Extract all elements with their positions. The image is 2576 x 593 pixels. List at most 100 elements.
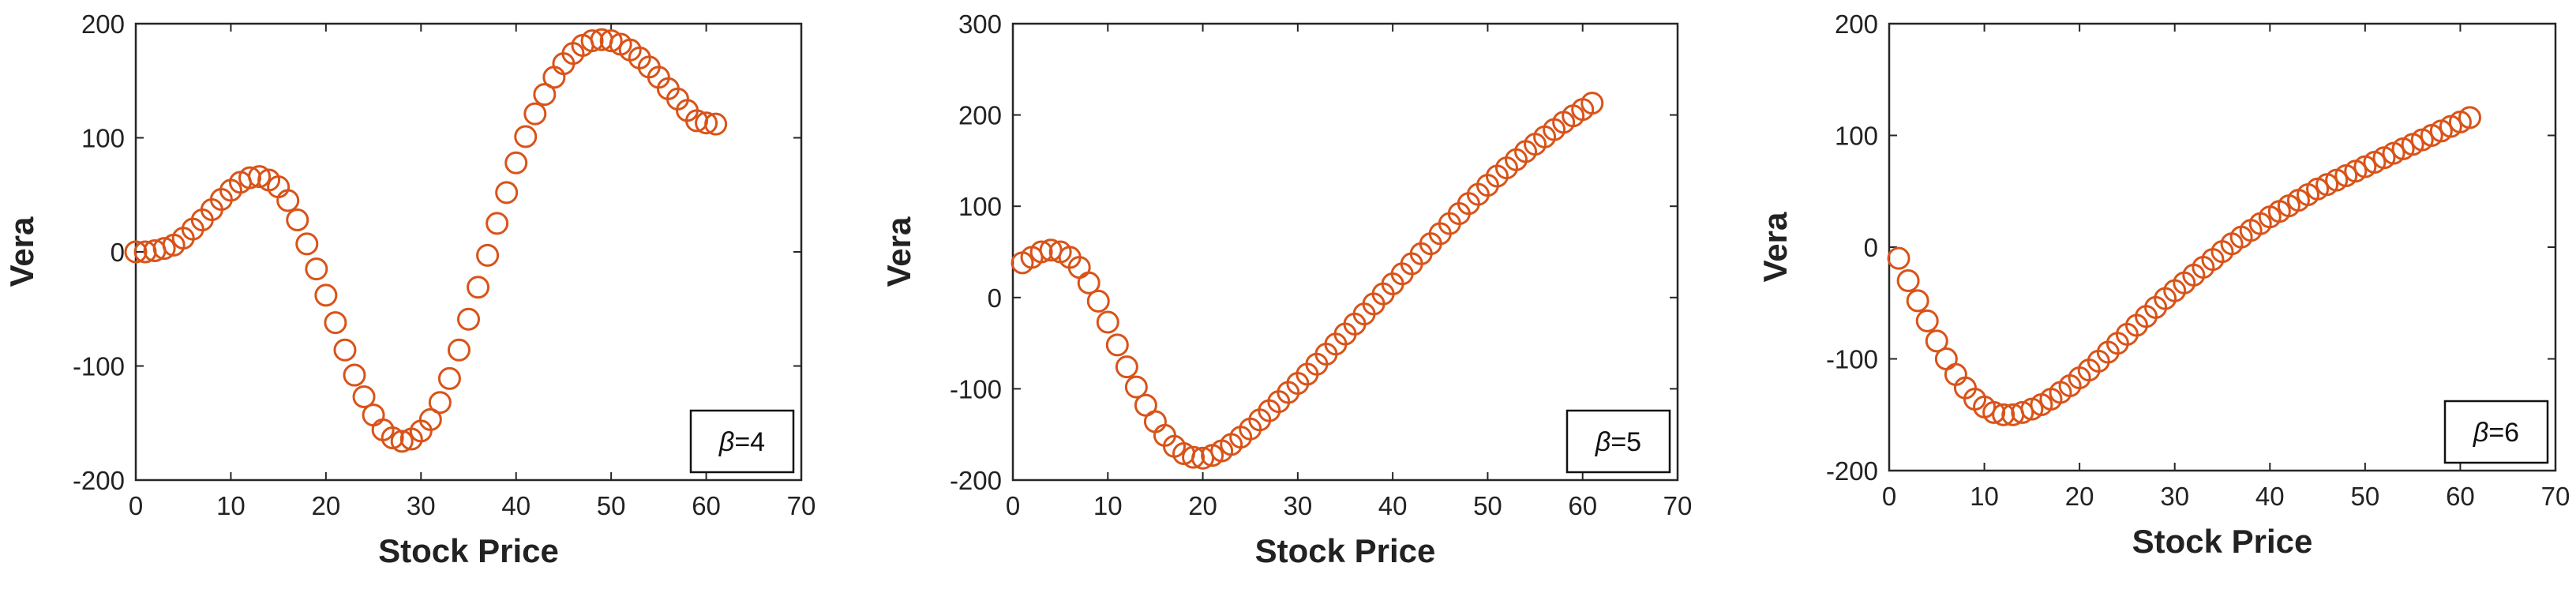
data-series <box>1887 106 2481 426</box>
data-point <box>1925 329 1948 353</box>
y-axis-label: Vera <box>880 216 917 287</box>
x-tick-label: 70 <box>2541 482 2570 511</box>
x-axis-label: Stock Price <box>378 532 559 569</box>
x-tick-label: 10 <box>1970 482 1999 511</box>
data-point <box>467 276 490 299</box>
legend: β=5 <box>1565 409 1671 474</box>
data-point <box>447 338 471 362</box>
x-tick-label: 50 <box>1473 491 1502 520</box>
y-axis-label: Vera <box>3 216 40 287</box>
x-tick-label: 40 <box>2255 482 2285 511</box>
y-tick-label: -200 <box>73 466 125 495</box>
data-point <box>1029 240 1053 264</box>
legend-beta-value: =6 <box>2488 418 2519 448</box>
data-point <box>1992 403 2015 426</box>
x-tick-label: 60 <box>1568 491 1597 520</box>
y-tick-label: 200 <box>81 9 125 39</box>
data-point <box>333 338 357 362</box>
data-point <box>324 311 347 335</box>
data-point <box>704 112 728 136</box>
x-axis-label: Stock Price <box>1255 532 1436 569</box>
data-point <box>495 181 519 205</box>
legend-box <box>689 409 795 474</box>
data-point <box>1086 289 1110 313</box>
data-point <box>1077 271 1101 295</box>
data-point <box>1182 445 1206 469</box>
x-tick-label: 20 <box>2065 482 2094 511</box>
y-tick-label: 200 <box>958 101 1002 130</box>
legend-box <box>2443 400 2549 464</box>
legend-beta-value: =4 <box>734 427 765 457</box>
y-tick-label: 300 <box>958 9 1002 39</box>
data-point <box>1105 333 1129 357</box>
x-tick-label: 40 <box>1378 491 1408 520</box>
x-tick-label: 0 <box>129 491 143 520</box>
legend-beta-symbol: β <box>718 427 734 457</box>
data-point <box>418 407 442 431</box>
data-point <box>599 29 623 53</box>
legend-beta-symbol: β <box>2473 418 2488 448</box>
legend: β=4 <box>689 409 795 474</box>
y-tick-label: -100 <box>73 352 125 381</box>
x-tick-label: 20 <box>1188 491 1217 520</box>
data-point <box>523 102 547 126</box>
data-point <box>1915 309 1939 332</box>
chart-panel-1: 0 10 20 30 40 50 60 70 -200 -100 0 100 200 Stock Pric… <box>3 9 816 569</box>
plot-area <box>1011 22 1679 482</box>
data-series <box>124 28 728 453</box>
data-point <box>286 208 309 232</box>
x-tick-label: 30 <box>2160 482 2189 511</box>
data-point <box>1115 355 1138 379</box>
y-tick-label: -100 <box>1826 345 1878 374</box>
x-tick-label: 30 <box>407 491 436 520</box>
x-tick-label: 30 <box>1283 491 1312 520</box>
y-tick-label: 200 <box>1835 9 1878 39</box>
data-point <box>1906 289 1929 313</box>
legend-beta-value: =5 <box>1610 427 1641 457</box>
data-point <box>514 125 538 148</box>
data-point <box>390 430 414 453</box>
chart-panel-2: 0 10 20 30 40 50 60 70 -200 -100 0 100 200 300 Stock P… <box>880 9 1692 569</box>
y-tick-label: 0 <box>1864 233 1878 262</box>
data-point <box>276 189 300 212</box>
data-point <box>2458 106 2481 129</box>
data-point <box>1096 310 1119 334</box>
data-point <box>238 166 262 190</box>
data-point <box>486 212 509 235</box>
data-point <box>504 151 528 175</box>
data-point <box>305 257 328 281</box>
legend-beta-symbol: β <box>1595 427 1610 457</box>
data-point <box>580 29 604 53</box>
data-point <box>428 391 452 415</box>
data-point <box>124 240 148 264</box>
y-axis-label: Vera <box>1757 212 1794 282</box>
data-point <box>695 111 718 135</box>
x-tick-label: 50 <box>2350 482 2379 511</box>
data-point <box>314 283 338 307</box>
x-tick-label: 70 <box>1663 491 1693 520</box>
data-point <box>1580 92 1604 115</box>
y-tick-label: -200 <box>950 466 1002 495</box>
data-point <box>343 363 366 387</box>
data-point <box>533 83 557 107</box>
data-series <box>1011 92 1604 470</box>
x-tick-label: 10 <box>1093 491 1123 520</box>
x-tick-label: 70 <box>787 491 816 520</box>
legend-label: β=4 <box>718 427 765 457</box>
y-tick-label: -100 <box>950 374 1002 403</box>
y-tick-label: 100 <box>81 124 125 153</box>
data-point <box>437 366 461 390</box>
x-axis-label: Stock Price <box>2132 523 2313 560</box>
legend-label: β=5 <box>1595 427 1641 457</box>
data-point <box>152 237 176 261</box>
x-tick-label: 50 <box>597 491 626 520</box>
x-tick-label: 60 <box>2446 482 2475 511</box>
data-point <box>295 232 319 256</box>
data-point <box>1887 246 1910 270</box>
data-point <box>352 385 376 409</box>
legend-label: β=6 <box>2473 418 2519 448</box>
x-tick-label: 20 <box>311 491 340 520</box>
data-point <box>248 165 272 189</box>
data-point <box>457 307 480 331</box>
